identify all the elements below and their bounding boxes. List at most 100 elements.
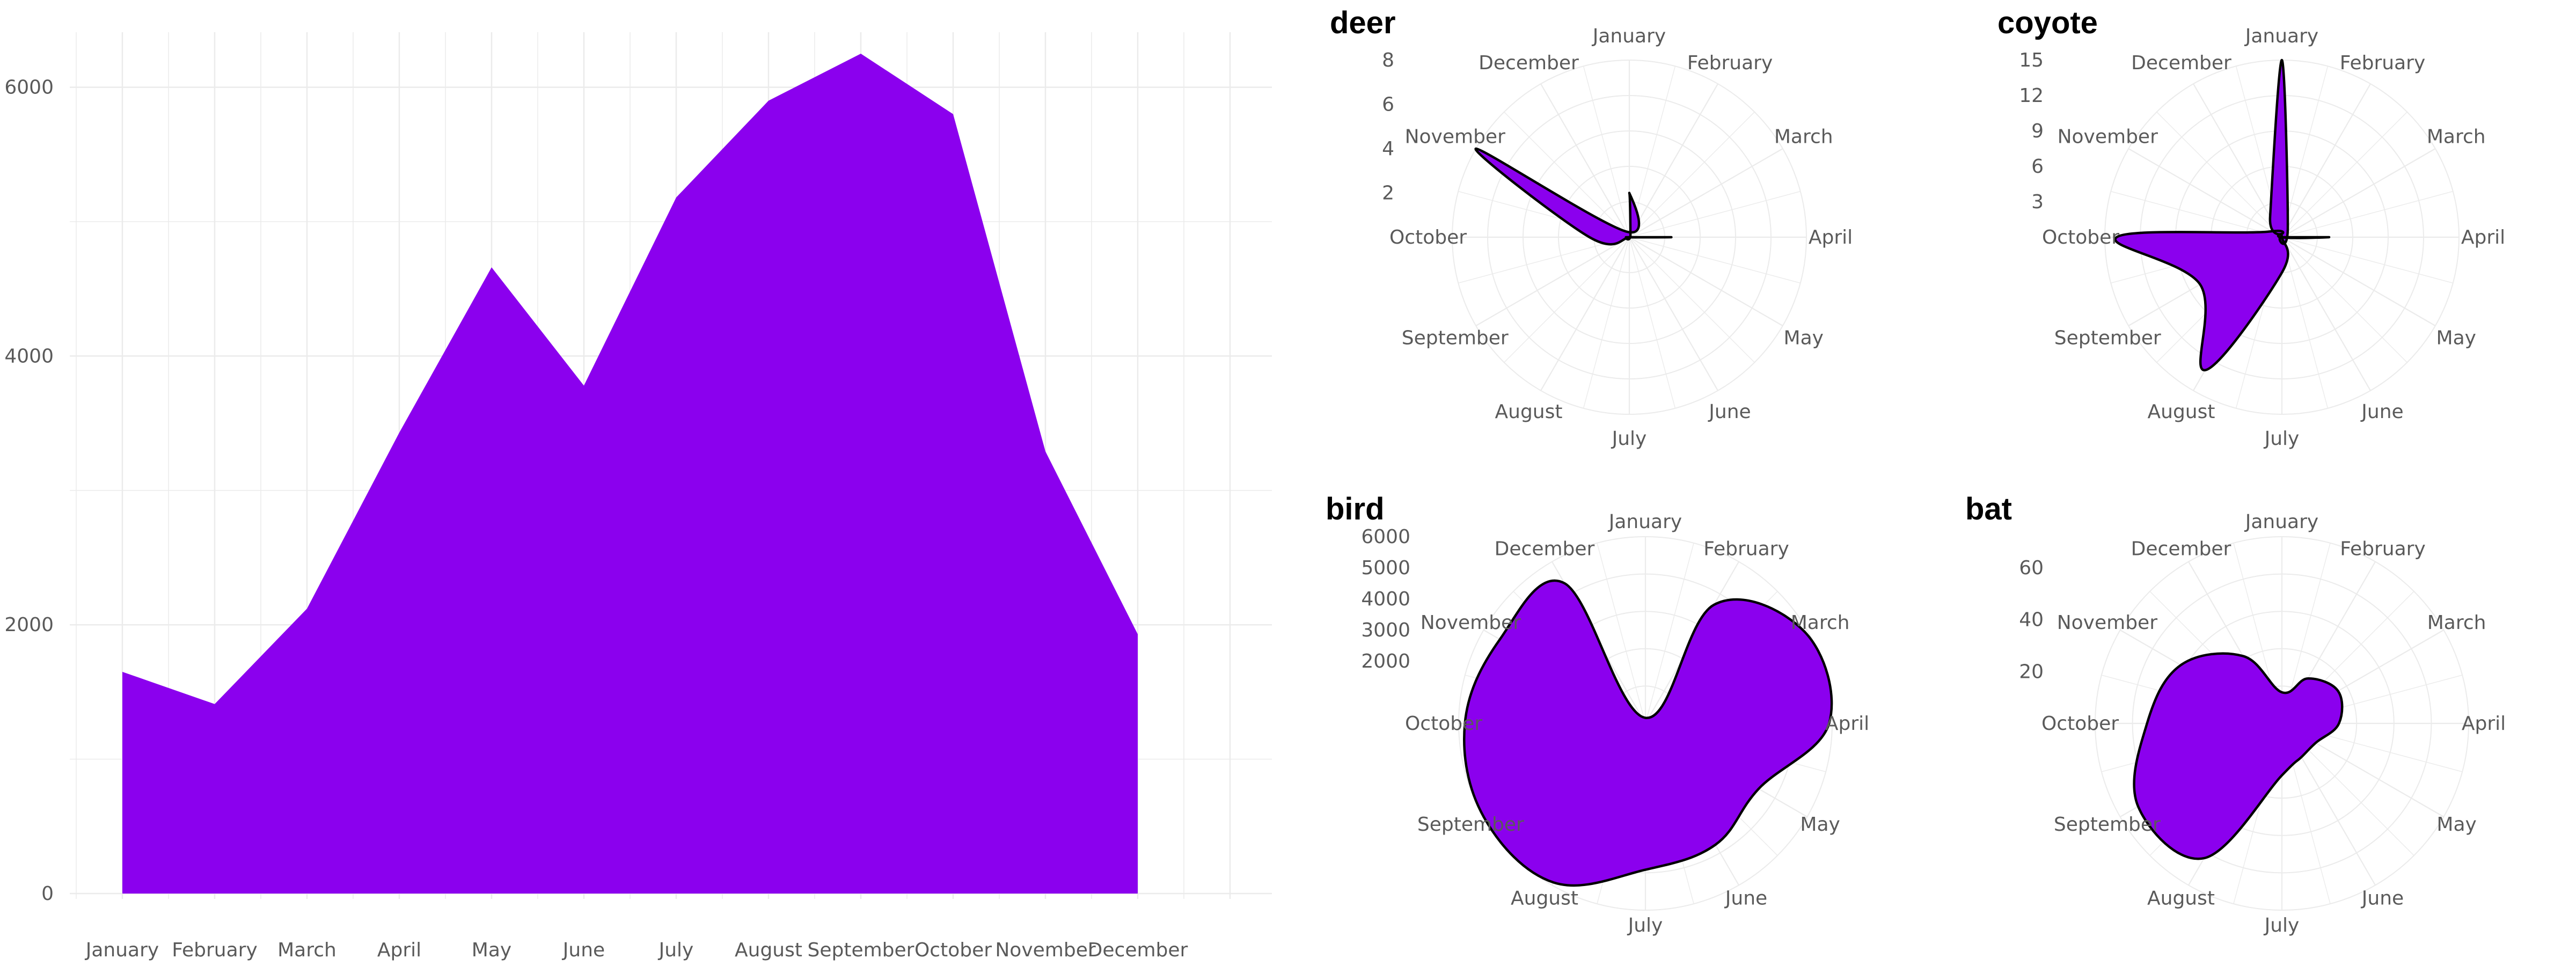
polar-area-series <box>2133 652 2344 860</box>
polar-spoke <box>1458 237 1630 284</box>
month-label: January <box>2244 25 2318 47</box>
polar-spoke <box>1583 237 1630 408</box>
radial-tick-label: 12 <box>2019 85 2044 107</box>
polar-spoke <box>1504 112 1630 238</box>
radial-tick-label: 20 <box>2019 661 2044 683</box>
polar-spoke <box>1583 66 1630 238</box>
month-label: March <box>2427 612 2486 634</box>
month-label: September <box>1402 327 1509 349</box>
month-label: March <box>2427 126 2486 148</box>
polar-spoke <box>2281 191 2453 238</box>
polar-spoke <box>1540 237 1630 391</box>
month-label: February <box>1687 52 1773 74</box>
polar-spoke <box>2156 112 2282 238</box>
polar-spoke <box>2281 237 2371 391</box>
y-axis: 0 2000 4000 6000 <box>4 77 54 905</box>
month-label: February <box>1703 538 1789 560</box>
x-tick-label: July <box>658 939 694 961</box>
panel-title-coyote: coyote <box>1997 5 2098 40</box>
panel-title-deer: deer <box>1330 5 1396 40</box>
x-tick-label: March <box>277 939 336 961</box>
polar-spoke <box>1629 237 1755 363</box>
month-label: April <box>2461 226 2505 248</box>
area-chart-panel: 0 2000 4000 6000 January February March April M… <box>4 32 1272 961</box>
month-label: June <box>1708 401 1751 423</box>
polar-spoke <box>2281 237 2407 363</box>
x-tick-label: October <box>914 939 992 961</box>
polar-area-series <box>2114 58 2331 371</box>
radial-tick-label: 8 <box>1382 49 1394 71</box>
polar-panel-coyote: coyote January February March April May June J… <box>1997 5 2505 450</box>
month-label: August <box>1511 888 1578 910</box>
month-label: October <box>1389 226 1467 248</box>
panel-title-bird: bird <box>1326 492 1385 526</box>
polar-spoke <box>1540 83 1630 238</box>
month-label: January <box>1608 511 1682 533</box>
x-tick-label: April <box>377 939 421 961</box>
x-axis: January February March April May June July Augu… <box>85 939 1188 961</box>
month-label: August <box>1495 401 1563 423</box>
radial-tick-label: 9 <box>2031 120 2044 142</box>
month-label: May <box>2436 814 2476 836</box>
polar-spoke <box>1504 237 1630 363</box>
month-label: January <box>1592 25 1666 47</box>
radial-tick-label: 6000 <box>1361 526 1410 548</box>
polar-spoke <box>1629 112 1755 238</box>
y-tick-label: 6000 <box>4 77 54 99</box>
month-label: April <box>2462 713 2506 735</box>
polar-spoke <box>1629 148 1783 238</box>
month-label: March <box>1791 612 1850 634</box>
polar-spoke <box>1629 237 1676 408</box>
y-tick-label: 4000 <box>4 345 54 367</box>
month-label: June <box>2361 888 2404 910</box>
month-label: April <box>1825 713 1869 735</box>
month-label: October <box>2042 226 2119 248</box>
polar-spoke <box>2281 66 2329 238</box>
radial-tick-label: 15 <box>2019 49 2044 71</box>
x-tick-label: May <box>472 939 511 961</box>
polar-spoke <box>2128 148 2282 238</box>
polar-area-series <box>1463 579 1833 887</box>
month-label: November <box>1405 126 1505 148</box>
month-label: July <box>2264 914 2300 936</box>
month-label: February <box>2340 538 2426 560</box>
month-label: September <box>2054 327 2161 349</box>
month-label: December <box>1495 538 1595 560</box>
polar-spoke <box>1629 191 1801 238</box>
radial-tick-label: 40 <box>2019 609 2044 631</box>
y-tick-label: 0 <box>41 883 54 905</box>
polar-spoke <box>1629 237 1783 326</box>
x-tick-label: December <box>1088 939 1188 961</box>
polar-spoke <box>2111 191 2282 238</box>
month-label: July <box>1627 914 1663 936</box>
month-label: May <box>1800 814 1840 836</box>
panel-title-bat: bat <box>1965 492 2012 526</box>
month-label: October <box>2041 713 2119 735</box>
month-label: December <box>1479 52 1579 74</box>
month-label: April <box>1809 226 1853 248</box>
y-tick-label: 2000 <box>4 614 54 636</box>
month-label: September <box>2054 814 2161 836</box>
radial-tick-label: 5000 <box>1361 557 1410 579</box>
polar-spoke <box>1629 83 1718 238</box>
polar-panel-bird: bird January February March April May June Jul… <box>1326 492 1869 936</box>
x-tick-label: September <box>808 939 914 961</box>
polar-spoke <box>1645 543 1694 724</box>
polar-spoke <box>2281 237 2329 408</box>
polar-spoke <box>2193 83 2282 238</box>
polar-spoke <box>2281 112 2407 238</box>
x-tick-label: June <box>562 939 605 961</box>
month-label: February <box>2340 52 2426 74</box>
polar-spoke <box>1629 237 1718 391</box>
radial-tick-label: 6 <box>2031 156 2044 178</box>
month-label: May <box>2436 327 2476 349</box>
radial-tick-label: 3 <box>2031 191 2044 213</box>
radial-tick-label: 2000 <box>1361 650 1410 672</box>
polar-spoke <box>2281 148 2436 238</box>
month-label: August <box>2147 888 2215 910</box>
radial-tick-label: 60 <box>2019 557 2044 579</box>
month-label: January <box>2244 511 2318 533</box>
month-label: June <box>1724 888 1767 910</box>
radial-tick-label: 2 <box>1382 182 1394 204</box>
